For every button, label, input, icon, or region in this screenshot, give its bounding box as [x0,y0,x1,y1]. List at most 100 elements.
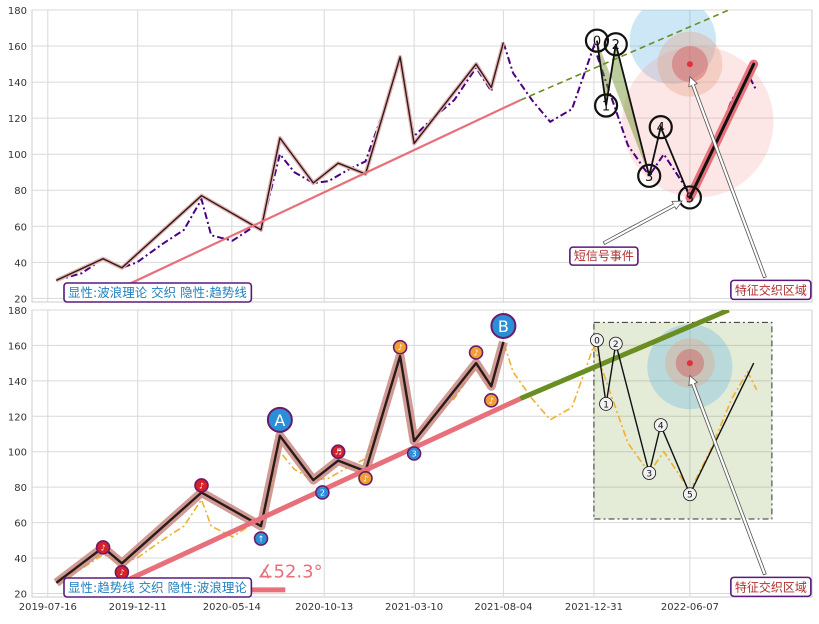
wave-badge-label: ♪ [199,481,204,490]
annotation: 特征交织区域 [688,75,812,301]
wave-marker-circle [608,336,623,351]
annotation-arrow-shape [688,75,767,279]
y-tick-label: 80 [14,483,27,494]
wave-marker-circle [584,28,610,53]
wave-marker-circle [653,418,668,433]
x-tick-label: 2021-03-10 [385,602,443,613]
signal-final-leg [688,62,756,199]
wave-badge-label: ♬ [335,448,342,457]
wave-marker-label: 3 [646,469,652,479]
annotation-arrow [688,75,767,279]
wave-badge: ♪ [114,564,130,580]
wave-badge-circle [330,444,346,460]
y-tick-label: 60 [14,519,27,530]
y-tick-label: 40 [14,554,27,565]
wave-marker: 3 [637,163,662,188]
wave-badge-circle [392,339,408,355]
legend-box [63,577,253,598]
y-tick-label: 120 [8,412,27,423]
wave-badge: ♪ [483,393,499,408]
wave-badge-label: ↑ [258,535,265,544]
wave-marker: 2 [603,32,628,57]
x-tick-label: 2021-08-04 [474,602,532,613]
x-tick-label: 2020-05-14 [203,602,261,613]
y-tick-label: 140 [8,78,27,89]
wave-badge-circle [483,393,499,408]
wave-marker-label: 1 [602,100,610,115]
wave-marker: 3 [642,466,657,480]
wave-badge-label: ♪ [363,474,368,483]
wave-marker: 1 [593,93,619,118]
wave-badge-label: ♪ [101,543,106,552]
wave-marker-circle [599,396,613,411]
y-tick-label: 60 [14,222,27,233]
wave-badge-label: B [498,317,509,336]
x-tick-label: 2019-12-11 [109,602,167,613]
wave-marker-label: 2 [613,340,619,350]
angle-label: ∡52.3° [257,562,322,583]
legend-label: 显性:趋势线 交织 隐性:波浪理论 [68,580,247,595]
trendline [105,396,522,593]
wave-marker-circle [677,185,702,210]
annotation-arrow-shape [688,374,767,576]
legend-label: 显性:波浪理论 交织 隐性:趋势线 [68,285,247,300]
wave-marker: 0 [590,333,604,348]
annotation-arrow [688,374,767,576]
y-tick-label: 180 [8,6,27,17]
legend-box [63,282,253,303]
annotation-box [730,279,812,301]
wave-line [56,42,505,282]
wave-marker-label: 5 [687,491,693,501]
focus-dot [686,360,693,367]
wave-badge-label: ♪ [119,568,124,577]
annotation-label: 特征交织区域 [735,579,807,594]
wave-marker: 1 [599,396,613,411]
wave-marker: 4 [648,115,673,140]
trendline [105,99,521,296]
x-tick-label: 2019-07-16 [19,602,77,613]
plot-area [53,310,773,593]
annotation-arrow [602,200,683,245]
wave-badge: 3 [406,446,422,461]
wave-line [55,341,505,584]
wave-badge-circle [253,531,269,546]
signal-fill [597,40,650,176]
wave-badge: ♪ [95,540,111,555]
wave-badge-circle [468,345,484,360]
wave-badge-circle [194,478,209,493]
wave-marker-label: 2 [612,38,620,53]
wave-marker-circle [648,115,673,140]
wave-badge: B [490,312,517,339]
highlight-circle [647,324,733,410]
wave-marker-label: 4 [657,121,665,136]
wave-badge-label: 3 [412,450,417,459]
wave-badge-label: 2 [320,488,325,497]
annotation-label: 特征交织区域 [735,282,807,297]
legend: 显性:波浪理论 交织 隐性:趋势线 [63,282,253,303]
wave-marker-circle [590,333,604,348]
wave-marker: 4 [653,418,668,433]
legend: 显性:趋势线 交织 隐性:波浪理论 [63,577,253,598]
wave-marker-circle [642,466,657,480]
annotation-box [569,246,639,266]
y-tick-label: 20 [14,589,27,600]
y-tick-label: 40 [14,258,27,269]
plot-area [55,10,774,296]
wave-badge: ♪ [358,471,373,486]
wave-badge: ↑ [253,531,269,546]
wave-badge: ♬ [330,444,346,460]
wave-badge-circle [315,485,330,500]
y-tick-label: 160 [8,42,27,53]
annotation: 特征交织区域 [688,374,812,598]
wave-badge-circle [358,471,373,486]
plot-frame [31,309,813,598]
wave-marker-circle [593,93,619,118]
wave-badge-label: A [274,411,285,430]
y-tick-label: 100 [8,448,27,459]
wave-marker: 2 [608,336,623,351]
wave-badge-label: ♪ [398,343,403,352]
annotation-label: 短信号事件 [574,249,634,263]
